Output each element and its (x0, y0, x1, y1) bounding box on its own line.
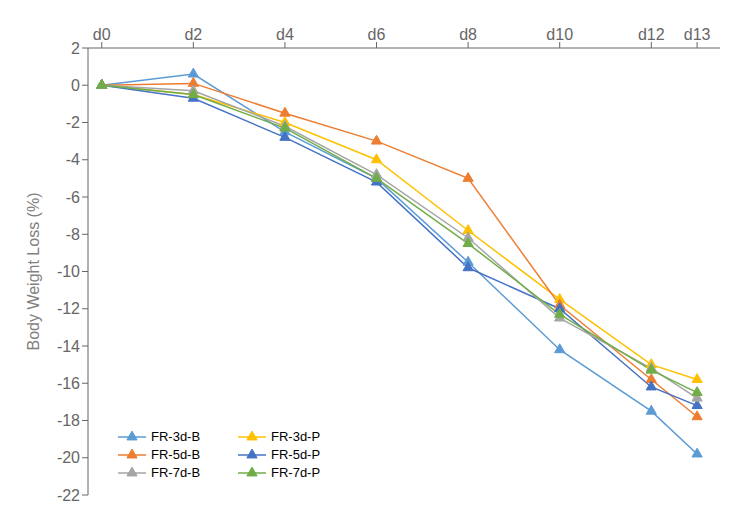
svg-text:-8: -8 (66, 226, 80, 243)
svg-text:0: 0 (71, 77, 80, 94)
html-text:FR-7d-P: FR-7d-P (271, 465, 321, 480)
html-text:FR-5d-P: FR-5d-P (271, 447, 321, 462)
html-text:FR-5d-B: FR-5d-B (151, 447, 201, 462)
svg-text:-4: -4 (66, 151, 80, 168)
svg-text:Body Weight Loss (%): Body Weight Loss (%) (25, 193, 42, 351)
svg-text:d10: d10 (546, 26, 573, 43)
svg-text:d13: d13 (684, 26, 711, 43)
svg-text:d2: d2 (184, 26, 202, 43)
svg-text:-16: -16 (57, 375, 80, 392)
html-text:FR-7d-B: FR-7d-B (151, 465, 201, 480)
svg-text:-10: -10 (57, 263, 80, 280)
svg-text:-12: -12 (57, 300, 80, 317)
svg-text:-2: -2 (66, 114, 80, 131)
svg-text:d12: d12 (638, 26, 665, 43)
svg-text:d4: d4 (276, 26, 294, 43)
svg-text:-6: -6 (66, 189, 80, 206)
svg-text:d8: d8 (459, 26, 477, 43)
svg-text:d6: d6 (368, 26, 386, 43)
svg-text:-18: -18 (57, 412, 80, 429)
svg-text:2: 2 (71, 40, 80, 57)
html-text:FR-3d-P: FR-3d-P (271, 429, 321, 444)
svg-text:-22: -22 (57, 487, 80, 504)
svg-text:-14: -14 (57, 338, 80, 355)
svg-text:-20: -20 (57, 449, 80, 466)
html-text:FR-3d-B: FR-3d-B (151, 429, 201, 444)
svg-text:d0: d0 (93, 26, 111, 43)
